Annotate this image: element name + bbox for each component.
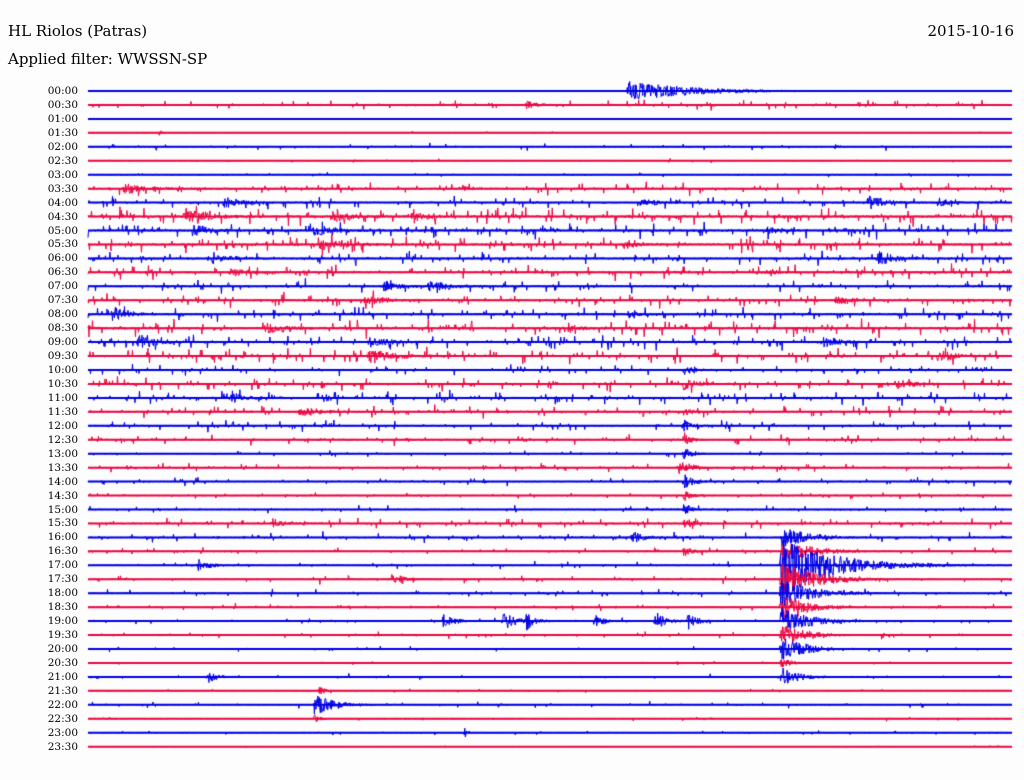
time-label: 22:00 [47, 698, 78, 711]
time-label: 14:30 [47, 489, 78, 502]
time-label: 23:30 [47, 740, 78, 753]
page-title: HL Riolos (Patras) [8, 22, 148, 40]
time-label: 05:00 [47, 224, 78, 237]
time-label: 21:00 [47, 670, 78, 683]
time-label: 08:30 [47, 322, 78, 335]
time-label: 02:00 [47, 140, 78, 153]
time-label: 20:30 [47, 656, 78, 669]
time-label: 10:30 [47, 377, 78, 390]
time-label: 01:30 [47, 126, 78, 139]
time-label: 18:00 [47, 587, 78, 600]
time-label: 12:30 [47, 433, 78, 446]
time-label: 23:00 [47, 726, 78, 739]
applied-filter-label: Applied filter: WWSSN-SP [8, 50, 208, 68]
time-label: 12:00 [47, 419, 78, 432]
time-label: 02:30 [47, 154, 78, 167]
time-label: 00:00 [47, 85, 78, 97]
time-label: 20:00 [47, 643, 78, 655]
seismogram-canvas [0, 78, 1024, 768]
helicorder-plot: 00:00 00:30 01:00 01:30 02:00 02:30 03:00 03:30… [0, 78, 1024, 768]
time-label: 03:30 [47, 182, 78, 195]
time-label: 21:30 [47, 684, 78, 697]
time-label: 15:30 [47, 517, 78, 530]
time-label: 18:30 [47, 601, 78, 614]
time-label: 11:00 [47, 391, 78, 404]
time-label: 16:00 [47, 531, 78, 544]
time-label: 22:30 [47, 712, 78, 725]
time-label: 05:30 [47, 238, 78, 251]
time-label: 07:30 [47, 294, 78, 307]
time-label: 06:30 [47, 266, 78, 279]
time-label: 09:00 [47, 336, 78, 349]
time-label: 08:00 [47, 308, 78, 321]
time-label: 17:00 [47, 559, 78, 572]
time-label: 17:30 [47, 573, 78, 586]
time-label: 14:00 [47, 475, 78, 488]
time-label: 16:30 [47, 545, 78, 558]
time-label: 00:30 [47, 98, 78, 111]
time-label: 04:30 [47, 210, 78, 223]
time-label: 13:00 [47, 447, 78, 460]
time-label: 03:00 [47, 168, 78, 181]
time-label: 04:00 [47, 196, 78, 209]
record-date: 2015-10-16 [927, 22, 1014, 40]
time-label: 19:30 [47, 629, 78, 642]
time-label: 13:30 [47, 461, 78, 474]
time-label: 10:00 [47, 364, 78, 376]
time-label: 01:00 [47, 112, 78, 125]
time-label: 09:30 [47, 350, 78, 363]
time-label: 19:00 [47, 615, 78, 628]
time-label: 07:00 [47, 280, 78, 293]
time-label: 15:00 [47, 503, 78, 516]
time-label: 11:30 [47, 405, 78, 418]
time-label: 06:00 [47, 252, 78, 265]
